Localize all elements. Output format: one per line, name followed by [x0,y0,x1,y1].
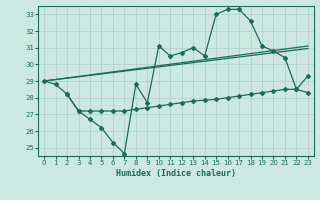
X-axis label: Humidex (Indice chaleur): Humidex (Indice chaleur) [116,169,236,178]
